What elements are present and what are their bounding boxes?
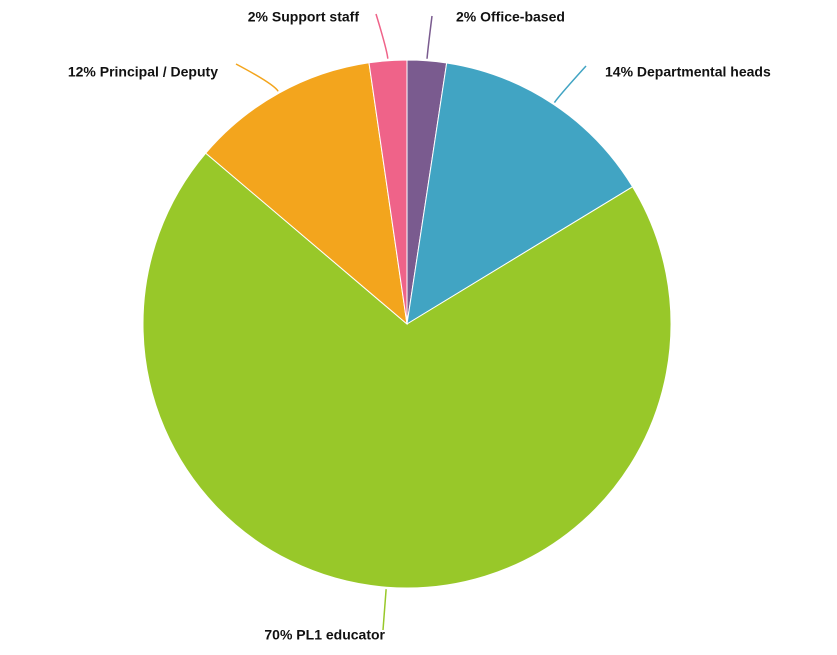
pie-slice-principal-deputy [205, 62, 408, 326]
leader-line-support-staff [375, 13, 389, 59]
slice-label-departmental-heads: 14% Departmental heads [605, 64, 771, 80]
slice-label-office-based: 2% Office-based [456, 9, 565, 25]
slices-layer [142, 59, 672, 589]
labels-layer: 2% Office-based 14% Departmental heads 70%… [68, 9, 771, 643]
leader-line-office-based [426, 15, 433, 59]
leader-line-departmental-heads [553, 65, 587, 104]
slice-label-principal-deputy: 12% Principal / Deputy [68, 64, 218, 80]
slice-label-support-staff: 2% Support staff [248, 9, 360, 25]
leader-line-pl1-educator [382, 589, 387, 631]
pie-slice-support-staff [368, 59, 408, 325]
slice-label-pl1-educator: 70% PL1 educator [264, 627, 385, 643]
leader-line-principal-deputy [235, 63, 279, 92]
leader-lines-layer [235, 13, 587, 631]
pie-slice-departmental-heads [406, 62, 634, 325]
pie-slice-pl1-educator [142, 152, 672, 589]
